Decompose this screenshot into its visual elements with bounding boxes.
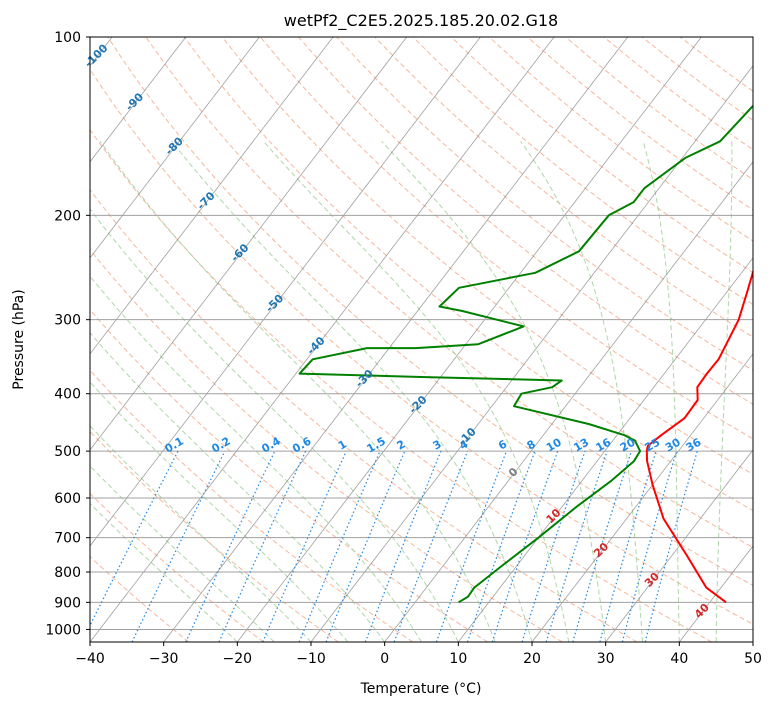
isotherm-line (237, 37, 702, 642)
x-tick-label: −20 (223, 651, 253, 667)
isotherm-line (310, 65, 753, 642)
axis-ticks: −40 −30 −20 −10 0 10 20 30 40 50 100 200 300 400 500 60… (45, 30, 762, 667)
dry-adiabat-line (183, 37, 753, 512)
dry-adiabat-line (298, 37, 753, 405)
y-tick-label: 100 (54, 30, 81, 46)
mixing-ratio-line (644, 450, 698, 642)
isotherm-line (90, 37, 334, 355)
mixing-ratio-line (90, 450, 179, 627)
mixing-ratio-line (393, 450, 469, 642)
mixing-ratio-line (572, 450, 632, 642)
isotherm-line (90, 37, 408, 451)
isotherm-line (531, 353, 753, 642)
x-axis-label: Temperature (°C) (360, 681, 482, 697)
y-tick-label: 900 (54, 595, 81, 611)
y-tick-label: 1000 (45, 622, 81, 638)
dry-adiabat-line (90, 309, 488, 642)
dry-adiabat-line (90, 248, 563, 642)
x-tick-label: 50 (744, 651, 762, 667)
x-tick-label: −10 (296, 651, 326, 667)
y-tick-label: 700 (54, 531, 81, 547)
dry-adiabat-line (90, 68, 753, 625)
mixing-ratio-line (298, 450, 381, 642)
dewpoint-profile-line (298, 104, 753, 604)
isotherm-line (458, 257, 753, 642)
y-tick-label: 800 (54, 565, 81, 581)
isotherm-line (90, 37, 260, 259)
x-tick-label: 10 (449, 651, 467, 667)
x-tick-label: −30 (149, 651, 179, 667)
mixing-ratio-line (491, 450, 559, 642)
y-tick-label: 500 (54, 444, 81, 460)
dry-adiabat-line (107, 37, 753, 586)
mixing-ratio-line (521, 450, 586, 642)
dry-adiabat-line (90, 188, 638, 642)
y-tick-label: 400 (54, 387, 81, 403)
profile-lines (298, 104, 753, 604)
x-tick-label: 40 (670, 651, 688, 667)
background-lines (90, 37, 753, 642)
dry-adiabat-line (90, 555, 190, 642)
isotherm-line (163, 37, 629, 642)
dry-adiabat-line (412, 37, 753, 306)
isotherm-line (90, 37, 187, 163)
y-axis-label: Pressure (hPa) (11, 289, 27, 389)
dry-adiabat-line (260, 37, 753, 440)
dry-adiabat-line (374, 37, 753, 338)
plot-frame (89, 36, 754, 643)
isotherm-line (90, 37, 481, 547)
x-tick-label: 30 (597, 651, 615, 667)
dry-adiabat-line (90, 492, 264, 642)
temperature-profile-line (645, 268, 753, 604)
chart-title: wetPf2_C2E5.2025.185.20.02.G18 (284, 11, 558, 31)
mixing-ratio-line (262, 450, 347, 642)
y-tick-label: 300 (54, 313, 81, 329)
isotherm-line (90, 37, 555, 642)
x-tick-label: 0 (380, 651, 389, 667)
mixing-ratio-line (599, 450, 657, 642)
mixing-ratio-line (435, 450, 507, 642)
mixing-ratio-line (325, 450, 406, 642)
y-tick-label: 600 (54, 491, 81, 507)
mixing-ratio-line (466, 450, 536, 642)
y-tick-label: 200 (54, 208, 81, 224)
isotherm-line (605, 449, 753, 642)
mixing-ratio-line (621, 450, 678, 642)
mixing-ratio-line (364, 450, 442, 642)
x-tick-label: −40 (75, 651, 105, 667)
mixing-ratio-line (545, 450, 608, 642)
isotherm-line (384, 161, 753, 642)
x-tick-label: 20 (523, 651, 541, 667)
